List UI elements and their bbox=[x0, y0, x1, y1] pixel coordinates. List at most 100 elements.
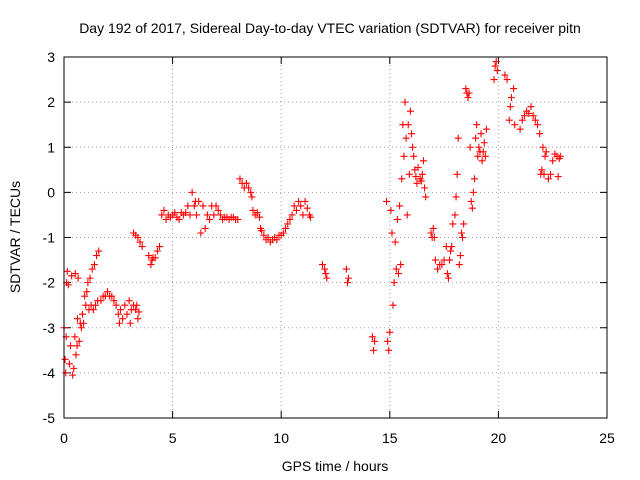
data-point bbox=[434, 265, 442, 273]
data-point bbox=[61, 355, 69, 363]
data-point bbox=[201, 224, 209, 232]
data-point bbox=[471, 175, 479, 183]
x-tick-label: 5 bbox=[169, 430, 177, 446]
data-point bbox=[401, 98, 409, 106]
data-point bbox=[153, 247, 161, 255]
data-point bbox=[203, 211, 211, 219]
data-point bbox=[253, 209, 261, 217]
data-point bbox=[529, 112, 537, 120]
data-point bbox=[67, 342, 75, 350]
data-point bbox=[390, 279, 398, 287]
data-point bbox=[386, 328, 394, 336]
data-point bbox=[398, 175, 406, 183]
data-point bbox=[95, 247, 103, 255]
y-tick-label: 1 bbox=[47, 139, 55, 155]
data-point bbox=[464, 94, 472, 102]
data-point bbox=[507, 94, 515, 102]
data-point bbox=[531, 116, 539, 124]
data-point bbox=[74, 274, 82, 282]
data-point bbox=[110, 297, 118, 305]
data-point bbox=[156, 243, 164, 251]
data-point bbox=[70, 364, 78, 372]
data-point bbox=[236, 175, 244, 183]
data-point bbox=[403, 211, 411, 219]
data-point bbox=[121, 301, 129, 309]
data-point bbox=[171, 209, 179, 217]
y-tick-label: 3 bbox=[47, 49, 55, 65]
data-point bbox=[462, 85, 470, 93]
data-point bbox=[145, 252, 153, 260]
data-point bbox=[71, 270, 79, 278]
data-point bbox=[490, 76, 498, 84]
data-point bbox=[542, 148, 550, 156]
y-tick-label: -2 bbox=[43, 275, 56, 291]
data-point bbox=[419, 157, 427, 165]
data-point bbox=[527, 103, 535, 111]
data-point bbox=[258, 227, 266, 235]
data-point bbox=[400, 152, 408, 160]
data-point bbox=[454, 134, 462, 142]
data-point bbox=[466, 143, 474, 151]
data-point bbox=[307, 213, 315, 221]
data-point bbox=[81, 292, 89, 300]
data-point bbox=[135, 308, 143, 316]
data-point bbox=[126, 319, 134, 327]
data-point bbox=[247, 188, 255, 196]
data-point bbox=[78, 310, 86, 318]
data-point bbox=[288, 211, 296, 219]
data-point bbox=[255, 213, 263, 221]
data-point bbox=[418, 170, 426, 178]
data-point bbox=[89, 306, 97, 314]
data-point bbox=[388, 229, 396, 237]
data-point bbox=[406, 107, 414, 115]
data-point bbox=[368, 333, 376, 341]
data-point bbox=[468, 204, 476, 212]
data-point bbox=[62, 369, 70, 377]
data-point bbox=[134, 234, 142, 241]
x-tick-label: 15 bbox=[382, 430, 398, 446]
data-point bbox=[409, 143, 417, 151]
data-point bbox=[284, 220, 292, 228]
data-point bbox=[199, 202, 207, 210]
data-point bbox=[385, 346, 393, 354]
data-point bbox=[501, 71, 509, 79]
x-tick-label: 0 bbox=[60, 430, 68, 446]
data-point bbox=[505, 116, 513, 124]
x-tick-label: 10 bbox=[273, 430, 289, 446]
data-point bbox=[431, 256, 439, 264]
data-point bbox=[322, 270, 330, 278]
data-point bbox=[182, 209, 190, 217]
data-point bbox=[389, 301, 397, 309]
data-point bbox=[456, 252, 464, 260]
data-point bbox=[516, 125, 524, 133]
data-point bbox=[116, 306, 124, 314]
data-point bbox=[393, 215, 401, 223]
y-tick-label: 0 bbox=[47, 184, 55, 200]
data-point bbox=[77, 324, 85, 332]
data-point bbox=[448, 243, 456, 251]
data-point bbox=[478, 157, 486, 165]
data-point bbox=[147, 261, 155, 269]
data-point bbox=[414, 164, 422, 172]
y-axis-label: SDTVAR / TECUs bbox=[7, 181, 23, 293]
data-point bbox=[453, 170, 461, 178]
data-point bbox=[134, 315, 142, 323]
data-point bbox=[446, 256, 454, 264]
y-tick-labels: -5 -4 -3 -2 -1 0 1 2 3 bbox=[43, 49, 56, 426]
grid-lines bbox=[64, 57, 607, 418]
data-point bbox=[184, 202, 192, 210]
data-point bbox=[273, 236, 281, 244]
data-point bbox=[443, 270, 451, 278]
data-point bbox=[370, 346, 378, 354]
data-point bbox=[318, 261, 326, 269]
data-point bbox=[518, 116, 526, 124]
data-point bbox=[214, 206, 222, 214]
data-point bbox=[481, 152, 489, 160]
data-point bbox=[444, 274, 452, 282]
data-point bbox=[297, 202, 305, 210]
data-point bbox=[402, 134, 410, 142]
data-point bbox=[160, 206, 168, 214]
data-point bbox=[83, 288, 91, 296]
x-tick-label: 20 bbox=[491, 430, 507, 446]
data-point bbox=[286, 215, 294, 223]
